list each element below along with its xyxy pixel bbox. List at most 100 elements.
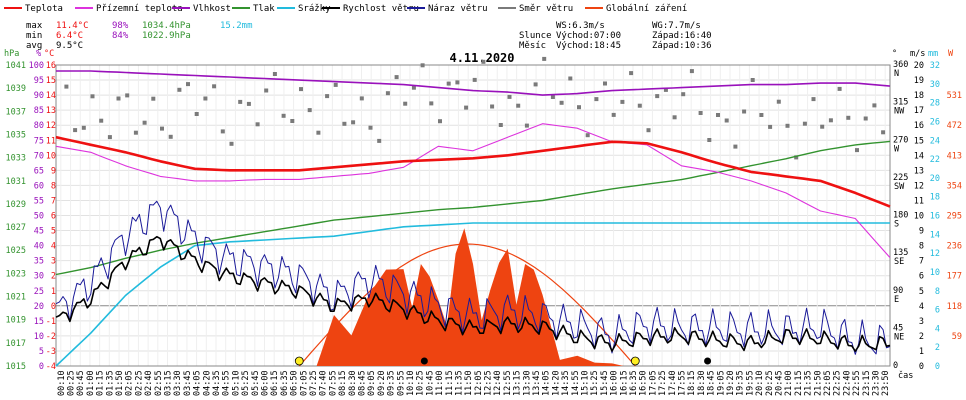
wind-dir-point bbox=[81, 125, 86, 130]
wind-dir-point bbox=[73, 128, 78, 133]
x-tick-48: 13:30 bbox=[522, 370, 532, 396]
w-tick-5: 236 bbox=[947, 242, 962, 252]
x-tick-46: 12:55 bbox=[503, 370, 513, 396]
ms-tick-17: 3 bbox=[919, 317, 924, 327]
wind-dir-point bbox=[759, 113, 764, 117]
pct-tick-12: 40 bbox=[34, 242, 44, 252]
deg-tick-1: 315 bbox=[893, 98, 908, 108]
wind-dir-point bbox=[264, 88, 269, 93]
ms-tick-10: 10 bbox=[914, 212, 924, 222]
wind-dir-point bbox=[194, 112, 199, 116]
legend-label-0: Teplota bbox=[25, 4, 63, 14]
chart-title: 4.11.2020 bbox=[449, 51, 514, 65]
hpa-tick-12: 1017 bbox=[6, 339, 26, 349]
x-tick-55: 15:25 bbox=[590, 370, 600, 396]
wind-dir-point bbox=[377, 138, 382, 143]
ms-tick-12: 8 bbox=[919, 242, 924, 252]
wind-dir-point bbox=[655, 94, 660, 99]
ms-tick-4: 16 bbox=[914, 121, 924, 131]
hpa-tick-0: 1041 bbox=[6, 61, 26, 71]
mm-tick-7: 18 bbox=[930, 193, 940, 203]
wind-dir-point bbox=[820, 124, 825, 129]
wind-dir-point bbox=[846, 115, 851, 120]
x-tick-68: 19:05 bbox=[716, 370, 726, 396]
x-tick-37: 10:25 bbox=[416, 370, 426, 396]
wind-dir-point bbox=[229, 141, 234, 146]
x-tick-58: 16:15 bbox=[619, 370, 629, 396]
x-tick-49: 13:45 bbox=[532, 370, 542, 396]
w-tick-7: 118 bbox=[947, 302, 962, 312]
ms-tick-0: 20 bbox=[914, 61, 924, 71]
info-moon-set: Západ:10:36 bbox=[652, 41, 712, 51]
x-tick-76: 21:15 bbox=[794, 370, 804, 396]
wind-dir-point bbox=[351, 120, 356, 125]
ms-tick-16: 4 bbox=[919, 302, 924, 312]
degc-tick-19: -3 bbox=[46, 347, 56, 357]
degc-tick-14: 2 bbox=[51, 272, 56, 282]
x-tick-35: 09:55 bbox=[396, 370, 406, 396]
ms-tick-9: 11 bbox=[914, 196, 924, 206]
wind-dir-point bbox=[707, 138, 712, 142]
x-tick-54: 15:10 bbox=[581, 370, 591, 396]
series-globalni-zareni bbox=[299, 228, 636, 366]
x-tick-22: 06:15 bbox=[270, 370, 280, 396]
wind-dir-point bbox=[359, 96, 364, 101]
deg-tick-2: 270 bbox=[893, 135, 908, 145]
series-tlak bbox=[55, 140, 891, 276]
wind-dir-point bbox=[133, 130, 138, 135]
deg-tick-5: 135 bbox=[893, 248, 908, 258]
x-tick-85: 23:50 bbox=[881, 370, 891, 396]
x-tick-8: 02:25 bbox=[134, 370, 144, 396]
wind-dir-point bbox=[116, 96, 121, 101]
pct-tick-0: 100 bbox=[29, 61, 44, 71]
wind-dir-point bbox=[177, 87, 182, 92]
wind-dir-point bbox=[742, 109, 747, 114]
wind-dir-point bbox=[716, 113, 720, 117]
x-tick-70: 19:35 bbox=[736, 370, 746, 396]
wind-dir-point bbox=[550, 95, 555, 99]
dir-tick-1: NW bbox=[894, 107, 905, 117]
x-tick-15: 04:20 bbox=[202, 370, 212, 396]
deg-axis-label: ° bbox=[892, 49, 897, 59]
x-tick-38: 10:45 bbox=[425, 370, 435, 396]
hpa-axis-label: hPa bbox=[4, 49, 19, 59]
stats-max-press: 1034.4hPa bbox=[142, 21, 191, 31]
wind-dir-point bbox=[281, 113, 286, 118]
info-moon-label: Měsíc bbox=[519, 41, 546, 51]
wind-dir-point bbox=[64, 84, 69, 89]
x-axis: 00:10 00:25 00:45 01:00 01:15 01:35 01:50 02:05… bbox=[57, 370, 914, 396]
hpa-tick-9: 1023 bbox=[6, 269, 26, 279]
pct-tick-8: 60 bbox=[34, 181, 44, 191]
x-tick-21: 06:00 bbox=[261, 370, 271, 396]
ms-tick-8: 12 bbox=[914, 181, 924, 191]
degc-tick-18: -2 bbox=[46, 332, 56, 342]
sunset-marker bbox=[630, 356, 640, 366]
x-tick-1: 00:25 bbox=[67, 370, 77, 396]
w-tick-8: 59 bbox=[952, 332, 962, 342]
pct-tick-20: 0 bbox=[39, 362, 44, 372]
degc-tick-5: 11 bbox=[46, 136, 56, 146]
x-tick-44: 12:25 bbox=[484, 370, 494, 396]
x-tick-9: 02:40 bbox=[144, 370, 154, 396]
mm-tick-11: 10 bbox=[930, 268, 940, 278]
x-tick-10: 02:55 bbox=[154, 370, 164, 396]
stats-max-label: max bbox=[26, 21, 43, 31]
x-tick-16: 04:35 bbox=[212, 370, 222, 396]
degc-tick-1: 15 bbox=[46, 76, 56, 86]
moonrise-marker bbox=[704, 357, 712, 365]
x-tick-28: 07:55 bbox=[328, 370, 338, 396]
wind-dir-point bbox=[811, 97, 816, 102]
wind-dir-point bbox=[316, 130, 321, 135]
series-teplota bbox=[55, 135, 891, 208]
mm-tick-8: 16 bbox=[930, 212, 940, 222]
wind-dir-point bbox=[333, 82, 338, 87]
pct-tick-11: 45 bbox=[34, 227, 44, 237]
hpa-tick-1: 1039 bbox=[6, 84, 26, 94]
wind-dir-point bbox=[629, 71, 634, 76]
wind-dir-point bbox=[698, 111, 703, 115]
x-tick-61: 17:05 bbox=[648, 370, 658, 396]
mm-tick-6: 20 bbox=[930, 174, 940, 184]
dir-tick-3: SW bbox=[894, 182, 905, 192]
ms-tick-19: 1 bbox=[919, 347, 924, 357]
stats-min-temp: 6.4°C bbox=[56, 31, 83, 41]
